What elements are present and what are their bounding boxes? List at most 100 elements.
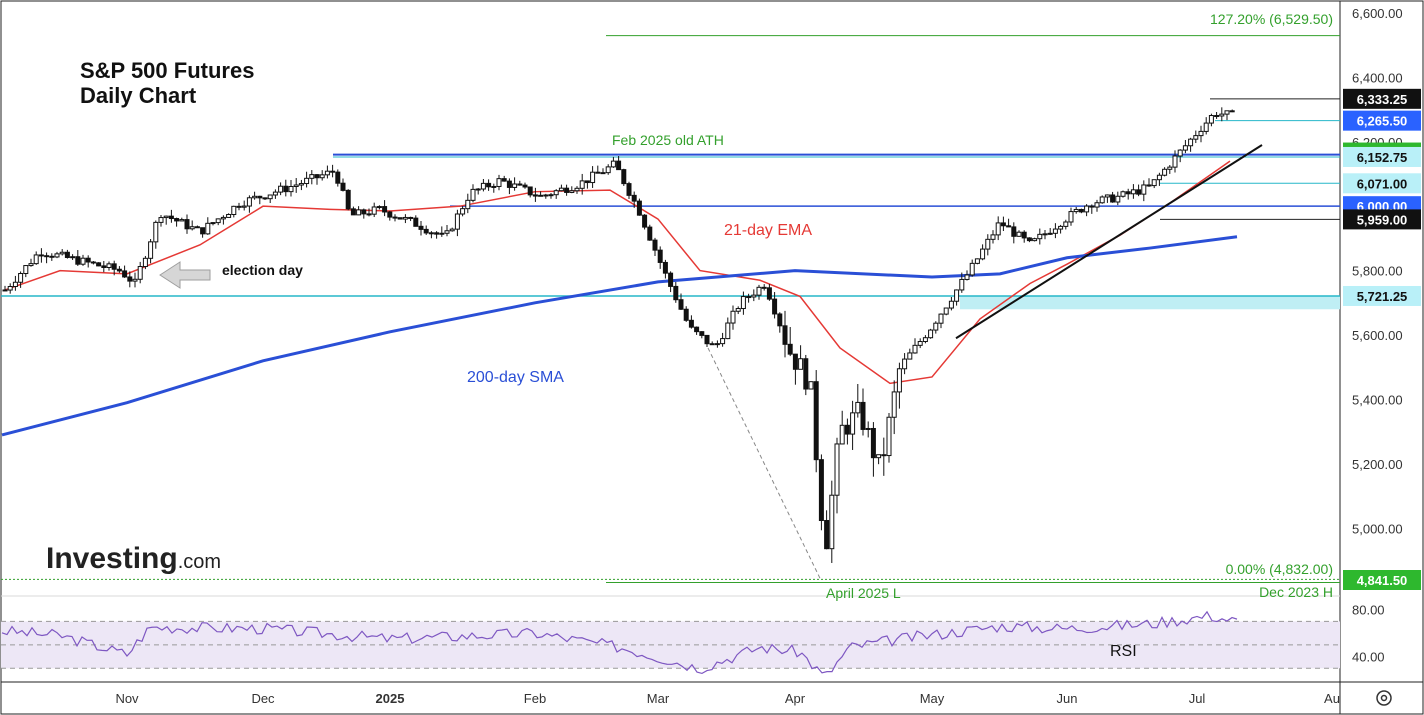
candle-body	[340, 182, 346, 191]
candle-body	[1058, 225, 1064, 230]
candle-body	[990, 234, 996, 240]
candle-body	[694, 326, 700, 333]
candle-body	[106, 263, 112, 268]
candle-body	[730, 310, 736, 324]
candle-body	[439, 232, 445, 235]
candle-body	[896, 368, 902, 393]
candle-body	[486, 182, 492, 188]
candle-body	[257, 195, 263, 199]
settings-icon[interactable]	[1376, 690, 1392, 706]
candle-body	[59, 251, 65, 255]
candle-body	[361, 209, 367, 215]
candle-body	[974, 258, 980, 264]
price-tags: 6,333.256,265.506,166.506,152.756,071.00…	[1343, 88, 1421, 590]
price-tag-bg	[1343, 570, 1421, 590]
candle-body	[96, 262, 102, 267]
candle-body	[444, 230, 450, 234]
candle-body	[298, 183, 304, 186]
candle-body	[688, 319, 694, 328]
candle-body	[418, 225, 424, 230]
candle-body	[366, 213, 372, 216]
april-low-label: April 2025 L	[826, 585, 901, 601]
candle-body	[1198, 130, 1204, 137]
candle-body	[1037, 233, 1043, 240]
candle-body	[782, 325, 788, 345]
y-tick-label: 5,000.00	[1352, 521, 1403, 536]
candle-body	[777, 313, 783, 327]
candle-body	[1224, 110, 1230, 115]
candle-body	[168, 215, 174, 220]
price-tag-bg	[1343, 285, 1421, 306]
candle-body	[1110, 194, 1116, 203]
candle-body	[1162, 168, 1168, 176]
candle-body	[553, 190, 559, 196]
candle-body	[668, 272, 674, 287]
candle-body	[304, 177, 310, 185]
price-tag: 6,071.00	[1343, 173, 1421, 194]
candle-body	[876, 454, 882, 459]
candle-body	[85, 257, 91, 263]
x-tick-label: Feb	[524, 691, 546, 706]
candle-body	[803, 358, 809, 390]
candle-body	[959, 278, 965, 291]
candle-body	[387, 211, 393, 218]
y-tick-label: 5,200.00	[1352, 457, 1403, 472]
candle-body	[1073, 208, 1079, 213]
candle-body	[740, 296, 746, 310]
candle-body	[1006, 225, 1012, 228]
candle-body	[454, 213, 460, 230]
candle-body	[902, 358, 908, 370]
ema-line	[4, 160, 1231, 385]
price-tag-bg	[1343, 146, 1421, 167]
candle-body	[621, 169, 627, 185]
trendlines	[707, 144, 1263, 579]
candle-body	[1229, 110, 1235, 113]
candle-body	[564, 187, 570, 193]
candle-body	[163, 215, 169, 219]
sma-label: 200-day SMA	[467, 369, 564, 386]
price-tag: 6,152.75	[1343, 146, 1421, 167]
candle-body	[12, 281, 18, 288]
candle-body	[194, 226, 200, 229]
candle-body	[153, 221, 159, 243]
candle-body	[834, 443, 840, 496]
candle-body	[1188, 138, 1194, 147]
candle-body	[80, 257, 86, 265]
price-tag-bg	[1343, 110, 1421, 131]
y-tick-label: 6,400.00	[1352, 70, 1403, 85]
candle-body	[142, 257, 148, 268]
candle-body	[200, 227, 206, 235]
candle-body	[829, 494, 835, 550]
candle-body	[626, 183, 632, 196]
candle-body	[756, 286, 762, 296]
candle-body	[1026, 237, 1032, 242]
candle-body	[423, 228, 429, 234]
candle-body	[38, 254, 44, 257]
y-tick-label: 5,600.00	[1352, 328, 1403, 343]
price-tag: 5,959.00	[1343, 209, 1421, 230]
rsi-pane: 80.00 40.00	[1, 603, 1385, 675]
candle-body	[1104, 194, 1110, 198]
candle-body	[917, 341, 923, 346]
candle-body	[673, 285, 679, 301]
support-zones	[960, 295, 1340, 310]
candle-body	[1219, 113, 1225, 117]
candle-body	[402, 216, 408, 220]
candle-body	[236, 205, 242, 208]
candle-body	[376, 206, 382, 209]
fib-bottom-label: 0.00% (4,832.00)	[1226, 561, 1333, 577]
candle-body	[506, 180, 512, 188]
horizontal-levels	[1, 35, 1340, 583]
price-tag: 4,841.50	[1343, 570, 1421, 590]
candle-body	[512, 183, 518, 188]
candle-body	[246, 197, 252, 207]
price-tag-label: 6,152.75	[1357, 150, 1408, 165]
candle-body	[543, 194, 549, 197]
candle-body	[252, 195, 258, 199]
candle-body	[631, 194, 637, 202]
candle-body	[184, 219, 190, 230]
x-tick-label: Jun	[1057, 691, 1078, 706]
candle-body	[283, 185, 289, 193]
candle-body	[23, 265, 29, 275]
